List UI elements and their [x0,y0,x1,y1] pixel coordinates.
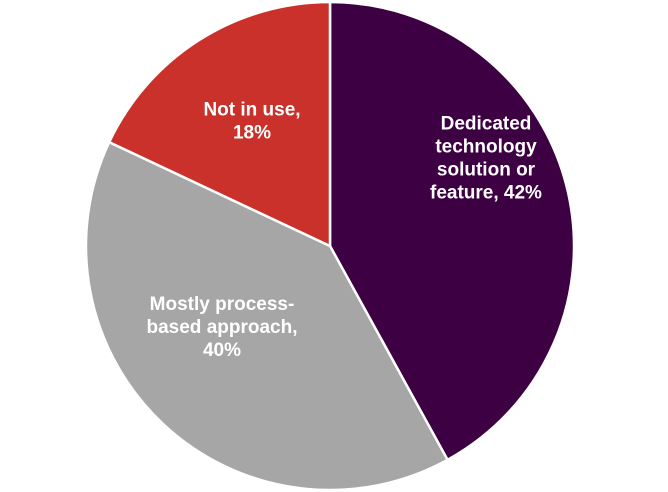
pie-slice-label-line: technology [435,137,537,158]
pie-slice-label-2: Mostly process-based approach, 40% [147,294,298,361]
pie-slice-label-line: 40% [203,340,241,361]
pie-slice-label-3: Not in use, 18% [203,100,300,144]
pie-slice-label-line: based approach, [147,317,298,338]
pie-slice-label-line: feature, 42% [430,183,542,204]
pie-slice-2 [84,140,450,492]
pie-slice-label-1: Dedicated technology solution or feature, 4… [430,114,542,204]
pie-slice-label-line: Not in use, [203,100,300,121]
pie-slice-label-line: Mostly process- [150,294,295,315]
pie-slice-label-line: 18% [233,123,271,144]
pie-slices [84,0,576,492]
pie-labels: Dedicated technology solution or feature, 4… [147,100,543,362]
pie-slice-1 [328,0,576,462]
pie-slice-label-line: solution or [437,160,536,181]
pie-slice-3 [107,0,332,248]
pie-slice-label-line: Dedicated [441,114,532,135]
